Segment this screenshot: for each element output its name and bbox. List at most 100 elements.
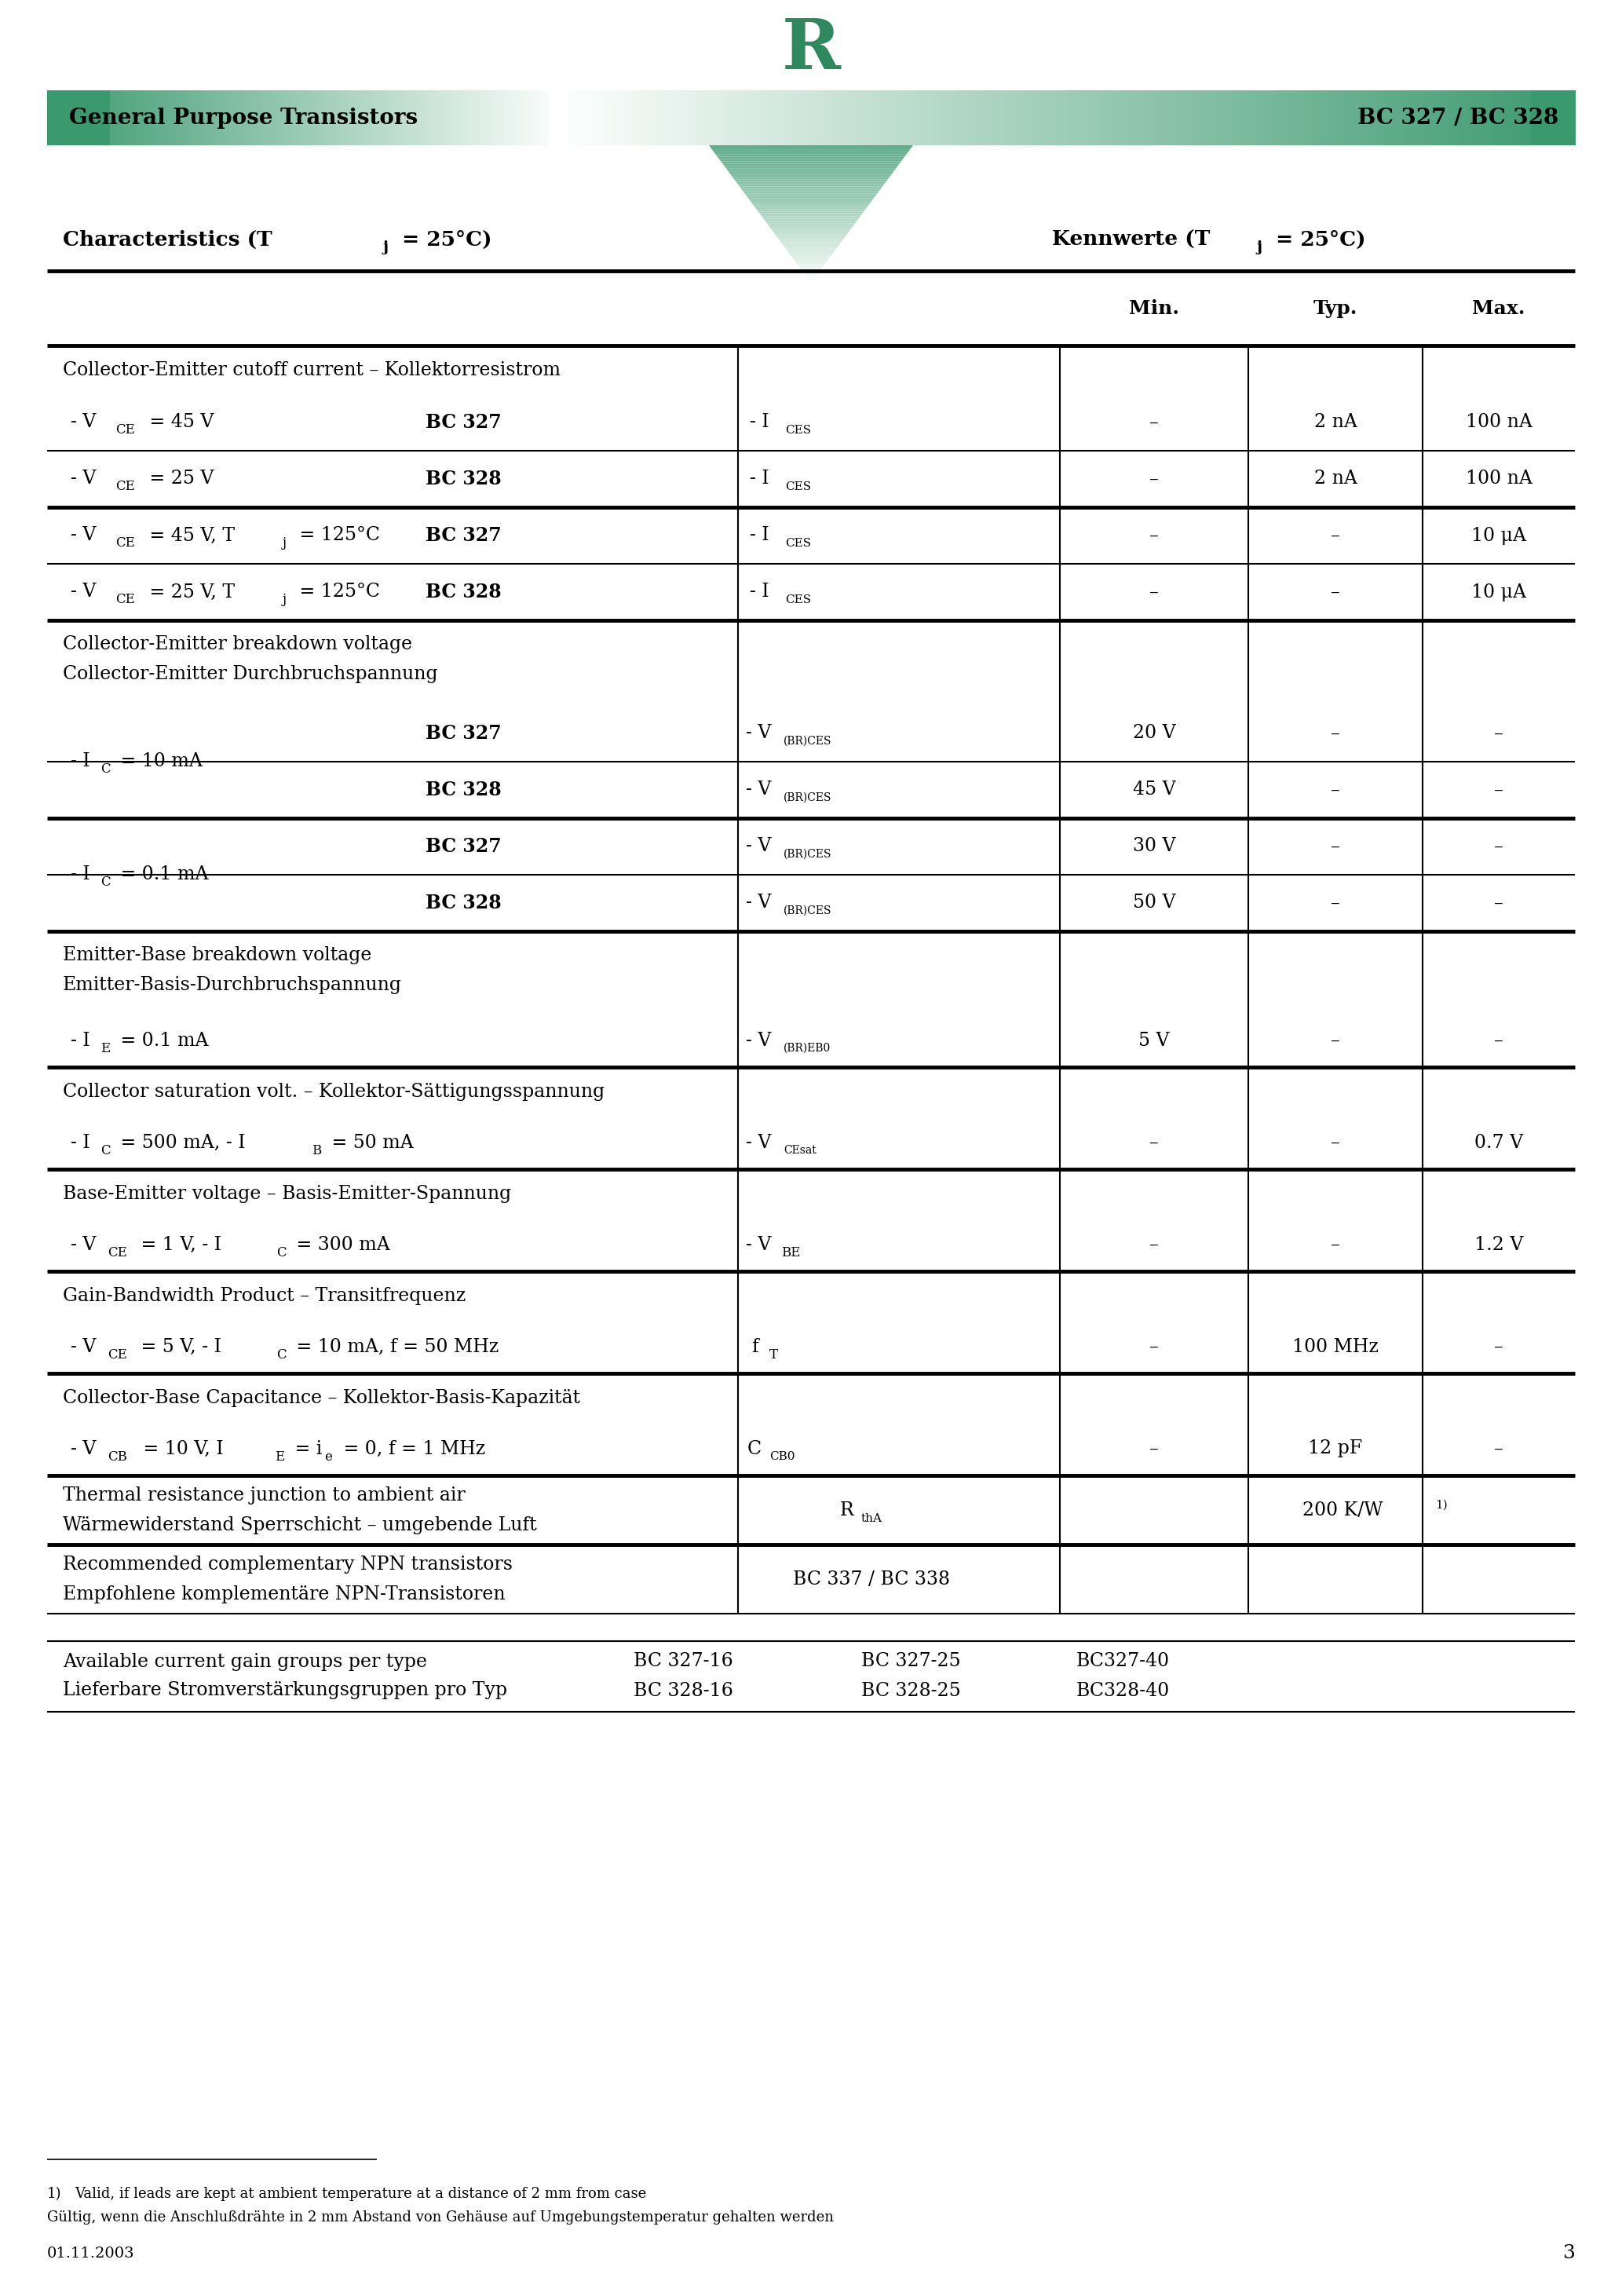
Text: BC 327-16: BC 327-16 <box>633 1653 733 1671</box>
Bar <box>1062 90 1071 145</box>
Text: - I: - I <box>71 866 89 884</box>
Bar <box>1554 90 1562 145</box>
Bar <box>521 90 524 145</box>
Text: 20 V: 20 V <box>1132 723 1176 742</box>
Bar <box>1335 90 1343 145</box>
Bar <box>517 90 521 145</box>
Text: = 25 V, T: = 25 V, T <box>144 583 235 602</box>
Bar <box>892 90 899 145</box>
Bar <box>154 90 157 145</box>
Text: 50 V: 50 V <box>1132 893 1176 912</box>
Bar <box>188 90 193 145</box>
Bar <box>196 90 200 145</box>
Bar <box>130 90 133 145</box>
Bar <box>871 90 879 145</box>
Text: –: – <box>1330 583 1340 602</box>
Bar <box>707 90 714 145</box>
Bar <box>1075 90 1083 145</box>
Bar <box>462 90 466 145</box>
Bar <box>624 90 633 145</box>
Bar <box>454 90 459 145</box>
Text: Kennwerte (T: Kennwerte (T <box>1053 230 1210 250</box>
Bar <box>78 90 81 145</box>
Bar <box>344 90 347 145</box>
Bar <box>611 90 618 145</box>
Bar <box>371 90 375 145</box>
Text: –: – <box>1150 1440 1158 1458</box>
Bar <box>50 90 54 145</box>
Text: –: – <box>1330 526 1340 544</box>
Bar <box>161 90 165 145</box>
Text: 0.7 V: 0.7 V <box>1474 1134 1523 1153</box>
Bar <box>62 90 65 145</box>
Bar <box>1186 90 1192 145</box>
Text: - V: - V <box>71 471 96 489</box>
Bar <box>1507 90 1515 145</box>
Text: BC 327: BC 327 <box>425 526 501 544</box>
Text: = 25°C): = 25°C) <box>394 230 491 250</box>
Bar <box>994 90 1001 145</box>
Bar <box>216 90 221 145</box>
Text: CE: CE <box>115 592 135 606</box>
Bar <box>537 90 542 145</box>
Bar <box>350 90 355 145</box>
Bar <box>754 90 762 145</box>
Bar <box>1397 90 1405 145</box>
Bar <box>1445 90 1453 145</box>
Text: CE: CE <box>107 1247 127 1258</box>
Bar <box>530 90 534 145</box>
Bar <box>912 90 920 145</box>
Bar <box>1041 90 1049 145</box>
Bar <box>1486 90 1494 145</box>
Bar <box>967 90 975 145</box>
Bar <box>514 90 517 145</box>
Bar <box>89 90 92 145</box>
Bar <box>331 90 334 145</box>
Bar <box>157 90 161 145</box>
Bar <box>451 90 454 145</box>
Bar <box>1526 90 1534 145</box>
Bar <box>1144 90 1152 145</box>
Bar <box>47 90 110 145</box>
Bar <box>1165 90 1173 145</box>
Bar <box>1356 90 1364 145</box>
Text: (BR)CES: (BR)CES <box>783 735 832 746</box>
Bar <box>1205 90 1213 145</box>
Text: –: – <box>1330 1134 1340 1153</box>
Text: - V: - V <box>71 1235 96 1254</box>
Bar <box>701 90 707 145</box>
Text: BE: BE <box>782 1247 800 1258</box>
Text: Typ.: Typ. <box>1314 298 1358 319</box>
Text: f: f <box>751 1339 757 1355</box>
Bar <box>850 90 858 145</box>
Text: - I: - I <box>71 1134 89 1153</box>
Bar <box>313 90 316 145</box>
Text: T: T <box>769 1348 779 1362</box>
Text: (BR)CES: (BR)CES <box>783 905 832 916</box>
Text: General Purpose Transistors: General Purpose Transistors <box>70 108 418 129</box>
Bar <box>1001 90 1009 145</box>
Bar <box>788 90 796 145</box>
Bar <box>646 90 654 145</box>
Text: = 0, f = 1 MHz: = 0, f = 1 MHz <box>337 1440 485 1458</box>
Bar <box>926 90 933 145</box>
Bar <box>393 90 396 145</box>
Bar <box>123 90 127 145</box>
Bar <box>237 90 240 145</box>
Bar <box>577 90 584 145</box>
Text: = 10 mA, f = 50 MHz: = 10 mA, f = 50 MHz <box>290 1339 498 1355</box>
Bar <box>435 90 438 145</box>
Bar <box>555 90 558 145</box>
Bar <box>1411 90 1419 145</box>
Text: = 300 mA: = 300 mA <box>290 1235 389 1254</box>
Text: Empfohlene komplementäre NPN-Transistoren: Empfohlene komplementäre NPN-Transistore… <box>63 1584 506 1603</box>
Text: CES: CES <box>785 537 811 549</box>
Bar <box>105 90 109 145</box>
Bar <box>466 90 469 145</box>
Bar <box>300 90 303 145</box>
Bar <box>1007 90 1015 145</box>
Bar <box>524 90 527 145</box>
Text: Collector-Emitter breakdown voltage: Collector-Emitter breakdown voltage <box>63 636 412 652</box>
Text: –: – <box>1494 723 1504 742</box>
Text: CES: CES <box>785 595 811 606</box>
